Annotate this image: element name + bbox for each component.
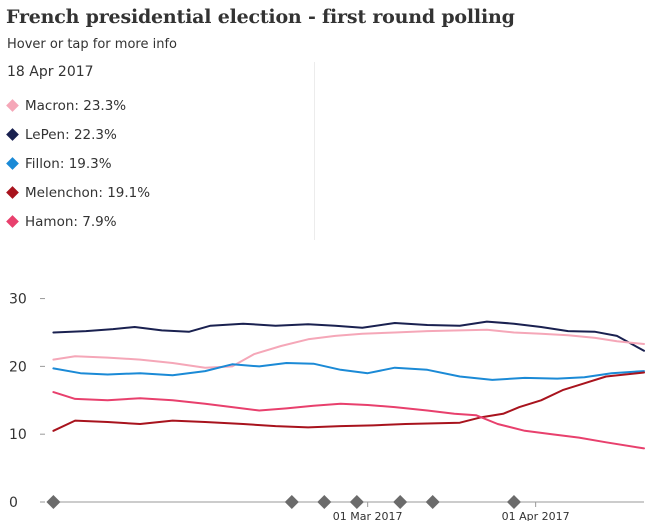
event-marker[interactable] [46,495,61,509]
legend-label: Hamon: 7.9% [25,213,117,230]
y-tick-label: 30 [9,292,27,308]
legend-item-melenchon[interactable]: Melenchon: 19.1% [6,178,150,207]
event-marker[interactable] [393,495,408,509]
event-markers [46,495,521,509]
series-line-melenchon[interactable] [52,371,645,432]
series-line-lepen[interactable] [52,320,645,352]
legend-item-lepen[interactable]: LePen: 22.3% [6,120,150,149]
legend-item-macron[interactable]: Macron: 23.3% [6,91,150,120]
y-tick-label: 0 [9,495,18,511]
event-marker[interactable] [506,495,521,509]
legend-item-hamon[interactable]: Hamon: 7.9% [6,207,150,236]
legend-item-fillon[interactable]: Fillon: 19.3% [6,149,150,178]
y-tick-label: 20 [9,359,27,375]
selected-date: 18 Apr 2017 [7,64,94,80]
series-lines [52,320,645,450]
legend-label: Fillon: 19.3% [25,155,112,172]
y-tick-label: 10 [9,427,27,443]
y-gridlines: 0 10 20 30 [9,292,45,511]
event-marker[interactable] [425,495,440,509]
x-tick-label: 01 Mar 2017 [333,510,403,521]
chart-title: French presidential election - first rou… [6,6,515,28]
event-marker[interactable] [349,495,364,509]
legend: Macron: 23.3% LePen: 22.3% Fillon: 19.3%… [6,91,150,236]
legend-label: Macron: 23.3% [25,97,127,114]
series-line-macron[interactable] [52,328,645,369]
hover-hint: Hover or tap for more info [7,37,177,52]
legend-label: Melenchon: 19.1% [25,184,151,201]
event-marker[interactable] [317,495,332,509]
hover-divider [314,62,315,240]
x-axis: 01 Mar 2017 01 Apr 2017 [48,501,644,521]
series-line-fillon[interactable] [52,362,645,381]
x-tick-label: 01 Apr 2017 [502,510,570,521]
event-marker[interactable] [284,495,299,509]
series-line-hamon[interactable] [52,391,645,450]
legend-label: LePen: 22.3% [25,126,117,143]
